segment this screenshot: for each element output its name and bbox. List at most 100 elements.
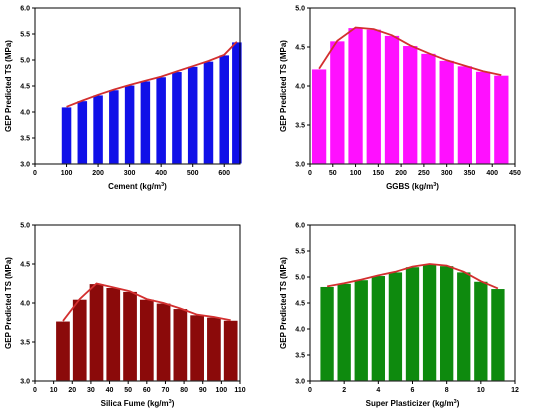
bar [472, 280, 489, 382]
bar [438, 59, 456, 165]
bar [205, 316, 222, 382]
bar [138, 298, 155, 382]
y-tick-label: 3.0 [295, 379, 305, 386]
bar [456, 65, 474, 165]
bar [155, 302, 172, 382]
y-tick-label: 4.5 [20, 262, 30, 269]
bar [353, 279, 370, 382]
bar [310, 68, 328, 165]
y-tick-label: 4.0 [295, 84, 305, 91]
x-tick-label: 10 [477, 387, 485, 394]
y-axis-label: GEP Predicted TS (MPa) [4, 257, 13, 349]
x-tick-label: 4 [376, 387, 380, 394]
x-tick-label: 450 [509, 170, 521, 177]
bar [490, 287, 506, 382]
bar [387, 271, 404, 382]
bar [105, 286, 122, 382]
x-tick-label: 600 [218, 170, 230, 177]
bar [222, 319, 239, 382]
y-tick-label: 4.5 [20, 84, 30, 91]
x-tick-label: 0 [308, 170, 312, 177]
chart-panel-4: 0 2 4 6 8 10 12 3.0 3.5 4.0 4.5 5.0 5.5 6.0 Super Plas… [279, 223, 519, 409]
x-tick-label: 500 [187, 170, 199, 177]
series-line [62, 282, 231, 322]
x-tick-label: 6 [411, 387, 415, 394]
y-tick-label: 3.5 [20, 136, 30, 143]
x-tick-label: 80 [180, 387, 188, 394]
bar [123, 84, 136, 165]
x-axis-label: GGBS (kg/m3) [386, 182, 439, 191]
bar [139, 80, 152, 165]
x-tick-label: 250 [418, 170, 430, 177]
y-tick-label: 3.0 [20, 379, 30, 386]
y-tick-label: 4.5 [295, 301, 305, 308]
bar [492, 74, 510, 165]
bar [370, 274, 387, 382]
y-tick-label: 5.5 [20, 32, 30, 39]
series-line [66, 41, 238, 108]
bar [328, 40, 346, 165]
bar [438, 264, 455, 382]
bar [455, 271, 472, 382]
x-tick-label: 8 [445, 387, 449, 394]
x-tick-label: 300 [441, 170, 453, 177]
chart-panel-2: 0 50 100 150 200 250 300 350 400 450 3.0 3.5 4.0 4.5 5… [279, 6, 521, 192]
x-tick-label: 60 [143, 387, 151, 394]
y-tick-label: 5.5 [295, 249, 305, 256]
bar [230, 41, 243, 165]
x-axis-label: Cement (kg/m3) [108, 182, 167, 191]
x-axis-label: Silica Fume (kg/m3) [101, 399, 175, 408]
x-tick-label: 30 [87, 387, 95, 394]
y-axis-label: GEP Predicted TS (MPa) [279, 40, 288, 132]
bar [421, 263, 438, 382]
bar [186, 65, 199, 165]
bar [319, 285, 335, 382]
x-tick-label: 400 [486, 170, 498, 177]
x-tick-label: 200 [92, 170, 104, 177]
bar [401, 44, 419, 165]
chart-panel-3: 0 10 20 30 40 50 60 70 80 90 100 110 3.0 3.5 4.0 4.5 5.0… [4, 223, 246, 409]
chart-panel-1: 0 100 200 300 400 500 600 3.0 3.5 4.0 4.5 5.0 5.5 6.0… [4, 6, 243, 191]
bar [404, 266, 421, 382]
y-tick-label: 5.0 [20, 223, 30, 230]
x-tick-label: 90 [199, 387, 207, 394]
y-tick-label: 6.0 [20, 6, 30, 13]
x-tick-label: 110 [234, 387, 245, 394]
bar [60, 106, 73, 165]
y-tick-label: 4.0 [20, 301, 30, 308]
x-tick-label: 2 [342, 387, 346, 394]
bar [107, 89, 120, 165]
y-axis-label: GEP Predicted TS (MPa) [4, 40, 13, 132]
y-tick-label: 3.5 [20, 340, 30, 347]
bar [189, 314, 206, 382]
x-axis-label: Super Plasticizer (kg/m3) [366, 399, 460, 408]
x-tick-label: 70 [162, 387, 170, 394]
bar [155, 76, 168, 165]
bar [365, 28, 383, 165]
y-tick-label: 3.0 [20, 162, 30, 169]
bar [71, 298, 88, 382]
y-tick-label: 5.0 [295, 6, 305, 13]
x-tick-label: 0 [33, 387, 37, 394]
bar [218, 54, 231, 165]
y-tick-label: 4.5 [295, 45, 305, 52]
x-tick-label: 0 [308, 387, 312, 394]
y-tick-label: 4.0 [20, 110, 30, 117]
y-tick-label: 4.0 [295, 327, 305, 334]
x-tick-label: 40 [106, 387, 114, 394]
x-tick-label: 100 [61, 170, 73, 177]
x-tick-label: 20 [68, 387, 76, 394]
x-tick-label: 350 [464, 170, 476, 177]
x-tick-label: 12 [511, 387, 519, 394]
x-tick-label: 100 [216, 387, 228, 394]
bar [92, 94, 105, 165]
y-tick-label: 3.5 [295, 353, 305, 360]
x-tick-label: 200 [395, 170, 407, 177]
bar [202, 60, 215, 165]
y-tick-label: 3.5 [295, 123, 305, 130]
bar [54, 320, 72, 382]
x-tick-label: 400 [155, 170, 167, 177]
bar [88, 282, 105, 382]
y-tick-label: 3.0 [295, 162, 305, 169]
